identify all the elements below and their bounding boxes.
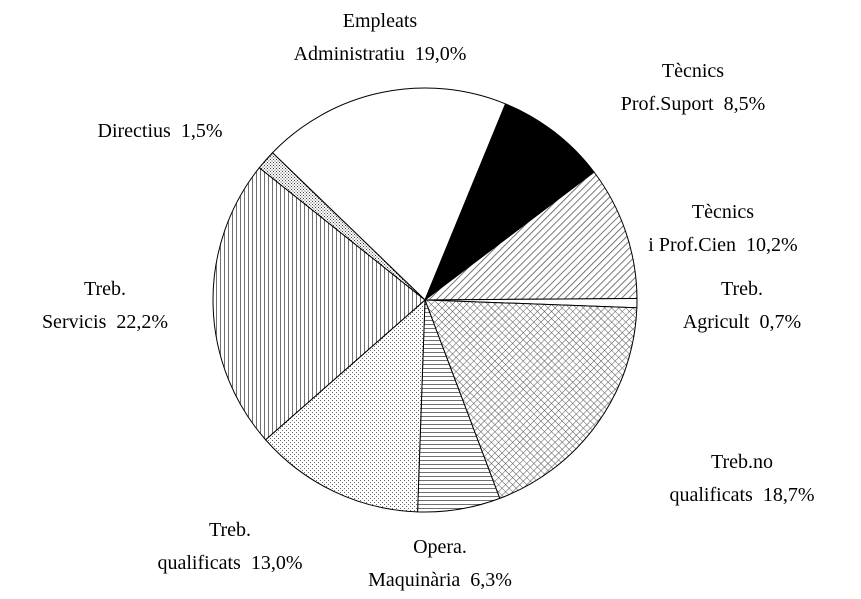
category-label: Servicis	[42, 311, 107, 333]
category-label: Treb.no	[711, 451, 773, 473]
slice-label: qualificats 13,0%	[158, 552, 303, 574]
category-label: Prof.Suport	[621, 93, 714, 115]
category-label: Treb.	[721, 278, 763, 300]
pie-slice	[423, 171, 638, 301]
slice-label: Treb.	[84, 278, 126, 300]
value-label: 1,5%	[181, 120, 223, 142]
category-label: Maquinària	[368, 569, 460, 591]
category-label: Empleats	[343, 10, 418, 32]
value-label: 0,7%	[759, 311, 801, 333]
pie-slice	[424, 299, 638, 500]
category-label: Directius	[98, 120, 172, 142]
category-label: Treb.	[209, 519, 251, 541]
slice-label: Treb.	[209, 519, 251, 541]
value-label: 6,3%	[470, 569, 512, 591]
category-label: Tècnics	[692, 201, 754, 223]
pie-slice	[258, 152, 426, 301]
slice-label: Tècnics	[692, 201, 754, 223]
slice-label: Treb.	[721, 278, 763, 300]
slice-label: Maquinària 6,3%	[368, 569, 512, 591]
slice-label: Directius 1,5%	[98, 120, 223, 142]
category-label: Treb.	[84, 278, 126, 300]
slice-label: Treb.no	[711, 451, 773, 473]
value-label: 19,0%	[415, 43, 467, 65]
value-label: 10,2%	[746, 234, 798, 256]
slice-label: i Prof.Cien 10,2%	[648, 234, 797, 256]
category-label: Administratiu	[294, 43, 405, 65]
slice-label: Prof.Suport 8,5%	[621, 93, 765, 115]
value-label: 13,0%	[251, 552, 303, 574]
pie-slice	[271, 87, 507, 301]
value-label: 22,2%	[116, 311, 168, 333]
category-label: Agricult	[683, 311, 750, 333]
slice-label: Agricult 0,7%	[683, 311, 801, 333]
category-label: qualificats	[158, 552, 242, 574]
category-label: i Prof.Cien	[648, 234, 736, 256]
slice-label: Servicis 22,2%	[42, 311, 168, 333]
slice-label: qualificats 18,7%	[670, 484, 815, 506]
category-label: qualificats	[670, 484, 754, 506]
value-label: 18,7%	[763, 484, 815, 506]
category-label: Tècnics	[662, 60, 724, 82]
slice-label: Empleats	[343, 10, 418, 32]
pie-slice	[264, 298, 426, 513]
slice-label: Administratiu 19,0%	[294, 43, 467, 65]
slice-label: Opera.	[413, 536, 467, 558]
value-label: 8,5%	[724, 93, 766, 115]
category-label: Opera.	[413, 536, 467, 558]
pie-slice	[423, 103, 595, 302]
slice-label: Tècnics	[662, 60, 724, 82]
pie-slice	[212, 167, 426, 441]
